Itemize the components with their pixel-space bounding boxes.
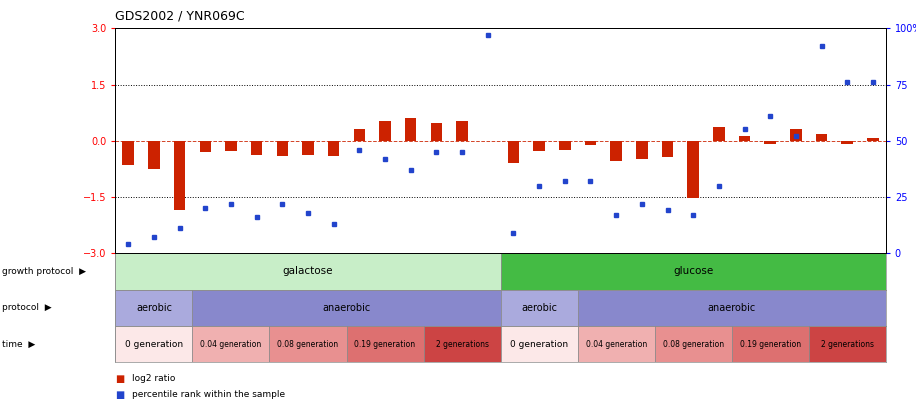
Bar [405, 118, 417, 141]
Text: growth protocol  ▶: growth protocol ▶ [2, 267, 86, 276]
Bar [225, 141, 236, 151]
Text: 0.04 generation: 0.04 generation [585, 340, 647, 349]
Bar [661, 141, 673, 157]
Bar [791, 129, 802, 141]
Bar [842, 141, 853, 144]
Bar [713, 126, 725, 141]
Bar [123, 141, 134, 165]
Text: GDS2002 / YNR069C: GDS2002 / YNR069C [115, 9, 245, 22]
Bar [610, 141, 622, 161]
Bar [115, 326, 192, 362]
Bar [500, 326, 578, 362]
Bar [302, 141, 314, 155]
Bar [584, 141, 596, 145]
Bar [354, 129, 365, 141]
Bar [765, 141, 776, 144]
Bar [507, 141, 519, 163]
Bar [115, 253, 500, 290]
Text: 2 generations: 2 generations [821, 340, 874, 349]
Bar [687, 141, 699, 198]
Bar [655, 326, 732, 362]
Text: time  ▶: time ▶ [2, 340, 35, 349]
Bar [200, 141, 211, 152]
Text: percentile rank within the sample: percentile rank within the sample [132, 390, 285, 399]
Bar [578, 290, 886, 326]
Bar [816, 134, 827, 141]
Text: 0.08 generation: 0.08 generation [278, 340, 339, 349]
Bar [739, 136, 750, 141]
Bar [732, 326, 809, 362]
Bar [578, 326, 655, 362]
Bar [277, 141, 289, 156]
Text: 0.04 generation: 0.04 generation [201, 340, 262, 349]
Bar [148, 141, 159, 169]
Bar [636, 141, 648, 159]
Bar [346, 326, 423, 362]
Text: glucose: glucose [673, 266, 714, 276]
Text: 0 generation: 0 generation [510, 340, 568, 349]
Bar [379, 121, 391, 141]
Bar [456, 121, 468, 141]
Text: 0.08 generation: 0.08 generation [662, 340, 724, 349]
Text: 2 generations: 2 generations [436, 340, 488, 349]
Bar [431, 123, 442, 141]
Bar [809, 326, 886, 362]
Text: aerobic: aerobic [521, 303, 557, 313]
Text: ■: ■ [115, 374, 125, 384]
Text: anaerobic: anaerobic [322, 303, 371, 313]
Text: galactose: galactose [283, 266, 333, 276]
Text: 0 generation: 0 generation [125, 340, 183, 349]
Bar [269, 326, 346, 362]
Bar [174, 141, 185, 210]
Text: ■: ■ [115, 390, 125, 400]
Bar [500, 290, 578, 326]
Bar [867, 138, 878, 141]
Bar [192, 290, 500, 326]
Text: 0.19 generation: 0.19 generation [739, 340, 801, 349]
Bar [328, 141, 340, 156]
Bar [500, 253, 886, 290]
Bar [533, 141, 545, 151]
Text: anaerobic: anaerobic [707, 303, 756, 313]
Bar [251, 141, 262, 155]
Bar [423, 326, 500, 362]
Text: aerobic: aerobic [136, 303, 172, 313]
Text: 0.19 generation: 0.19 generation [354, 340, 416, 349]
Bar [192, 326, 269, 362]
Bar [559, 141, 571, 150]
Text: protocol  ▶: protocol ▶ [2, 303, 51, 312]
Text: log2 ratio: log2 ratio [132, 374, 175, 383]
Bar [115, 290, 192, 326]
